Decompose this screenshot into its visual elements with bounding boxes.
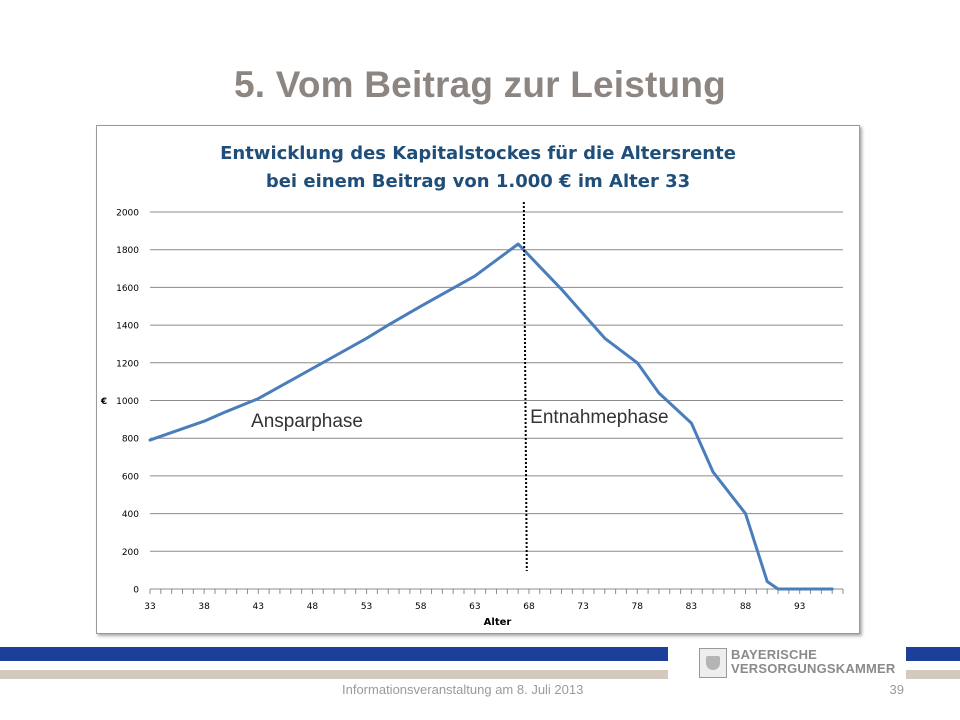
page-number: 39: [889, 682, 904, 697]
x-tick-label: 43: [253, 602, 264, 612]
slide-title: 5. Vom Beitrag zur Leistung: [234, 64, 726, 105]
y-tick-label: 1400: [116, 322, 139, 332]
company-logo: BAYERISCHE VERSORGUNGSKAMMER: [695, 647, 895, 681]
chart-title: Entwicklung des Kapitalstockes für die A…: [97, 140, 859, 196]
chart-title-line2: bei einem Beitrag von 1.000 € im Alter 3…: [265, 171, 691, 192]
x-tick-label: 73: [577, 602, 588, 612]
x-axis-label: Alter: [484, 617, 512, 628]
y-tick-label: 400: [122, 510, 139, 520]
logo-line2: VERSORGUNGSKAMMER: [731, 661, 896, 676]
x-tick-label: 78: [632, 602, 644, 612]
x-tick-label: 68: [523, 602, 535, 612]
y-tick-label: 2000: [116, 209, 139, 219]
logo-text: BAYERISCHE VERSORGUNGSKAMMER: [731, 648, 895, 676]
footer-bar-blue-right: [906, 647, 960, 661]
x-tick-label: 53: [361, 602, 372, 612]
footer-bar-blue-left: [0, 647, 668, 661]
chart-container: Entwicklung des Kapitalstockes für die A…: [96, 125, 860, 634]
y-tick-label: 200: [122, 548, 139, 558]
y-tick-label: 0: [133, 586, 139, 596]
annotation-entnahmephase: Entnahmephase: [530, 407, 668, 428]
x-tick-label: 38: [198, 602, 210, 612]
y-tick-label: 800: [122, 435, 139, 445]
x-tick-label: 58: [415, 602, 427, 612]
annotation-ansparphase: Ansparphase: [251, 411, 363, 432]
y-tick-label: 1200: [116, 359, 139, 369]
footer-text: Informationsveranstaltung am 8. Juli 201…: [342, 682, 584, 697]
x-tick-label: 33: [144, 602, 155, 612]
phase-divider-line: [522, 201, 528, 572]
x-tick-label: 93: [794, 602, 805, 612]
logo-line1: BAYERISCHE: [731, 647, 818, 662]
x-tick-label: 48: [307, 602, 319, 612]
footer-bar-beige-left: [0, 670, 668, 679]
crest-icon: [699, 648, 727, 678]
x-tick-label: 83: [686, 602, 697, 612]
series-line: [148, 242, 834, 591]
y-axis-label: €: [100, 397, 107, 407]
y-tick-label: 1000: [116, 397, 139, 407]
y-tick-label: 600: [122, 472, 139, 482]
footer-bar-beige-right: [906, 670, 960, 679]
line-chart: 0 200 400 600 800 1000 1200 1400 1600 1800 2000 33 3…: [100, 201, 844, 628]
chart-title-line1: Entwicklung des Kapitalstockes für die A…: [220, 143, 736, 164]
x-tick-label: 88: [740, 602, 752, 612]
y-tick-label: 1800: [116, 246, 139, 256]
x-tick-label: 63: [469, 602, 480, 612]
y-tick-label: 1600: [116, 284, 139, 294]
